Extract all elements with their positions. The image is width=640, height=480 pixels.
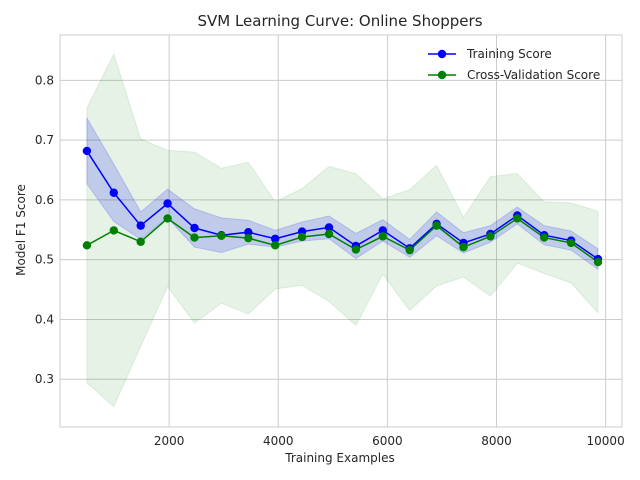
legend-training-score-marker (437, 49, 447, 59)
cross-validation-score-point (324, 229, 334, 239)
y-tick-label: 0.7 (35, 133, 54, 147)
cross-validation-score-point (163, 214, 172, 223)
legend-cross-validation-score-marker (437, 70, 447, 80)
y-tick-label: 0.3 (35, 372, 54, 386)
cross-validation-score-point (405, 245, 414, 255)
y-tick-label: 0.8 (35, 73, 54, 87)
cross-validation-score-line (86, 217, 599, 263)
x-axis-label: Training Examples (284, 451, 394, 465)
cross-validation-score-point (593, 257, 603, 267)
training-score-point (378, 226, 387, 235)
x-tick-label: 4000 (263, 434, 294, 448)
plot-frame (59, 34, 623, 428)
x-tick-label: 10000 (587, 434, 625, 448)
confidence-bands (86, 52, 599, 408)
cross-validation-score-point (486, 232, 495, 241)
cross-validation-score-point (244, 233, 253, 243)
training-score-point (82, 146, 92, 156)
training-score-point (270, 234, 280, 243)
training-score-point (136, 221, 145, 230)
training-score-point (324, 223, 334, 232)
x-tick-label: 8000 (481, 434, 512, 448)
legend-training-score-label: Training Score (466, 47, 552, 61)
cross-validation-score-point (190, 233, 199, 242)
legend: Training Score Cross-Validation Score (428, 47, 600, 82)
cross-validation-score-point (136, 237, 145, 246)
training-score-point (190, 223, 199, 233)
cross-validation-score-point (297, 232, 307, 242)
training-score-band (86, 116, 599, 271)
training-score-line (86, 150, 599, 260)
cross-validation-score-point (459, 242, 468, 252)
training-score-point (244, 227, 253, 237)
cross-validation-score-point (217, 231, 226, 240)
cross-validation-score-point (351, 245, 361, 254)
series-markers (82, 146, 603, 267)
cross-validation-score-point (566, 238, 576, 248)
cross-validation-score-point (432, 221, 441, 230)
legend-cross-validation-score-label: Cross-Validation Score (467, 68, 600, 82)
y-tick-label: 0.6 (35, 193, 54, 207)
y-tick-label: 0.5 (35, 253, 54, 267)
y-axis-label: Model F1 Score (14, 184, 28, 276)
cross-validation-score-point (270, 241, 280, 250)
cross-validation-score-point (539, 233, 549, 242)
cross-validation-score-band (86, 52, 599, 408)
y-tick-label: 0.4 (35, 312, 54, 326)
training-score-point (163, 199, 172, 208)
cross-validation-score-point (378, 232, 387, 241)
chart-title: SVM Learning Curve: Online Shoppers (197, 12, 482, 30)
x-tick-label: 2000 (154, 434, 185, 448)
training-score-point (109, 188, 118, 197)
cross-validation-score-point (513, 214, 522, 223)
cross-validation-score-point (109, 226, 118, 235)
x-tick-label: 6000 (372, 434, 403, 448)
grid (60, 35, 622, 427)
series-lines (86, 150, 599, 263)
cross-validation-score-point (82, 241, 92, 250)
axes: 2000 4000 6000 8000 10000 0.3 0.4 0.5 0.6 0.7 0.8 (35, 34, 625, 448)
